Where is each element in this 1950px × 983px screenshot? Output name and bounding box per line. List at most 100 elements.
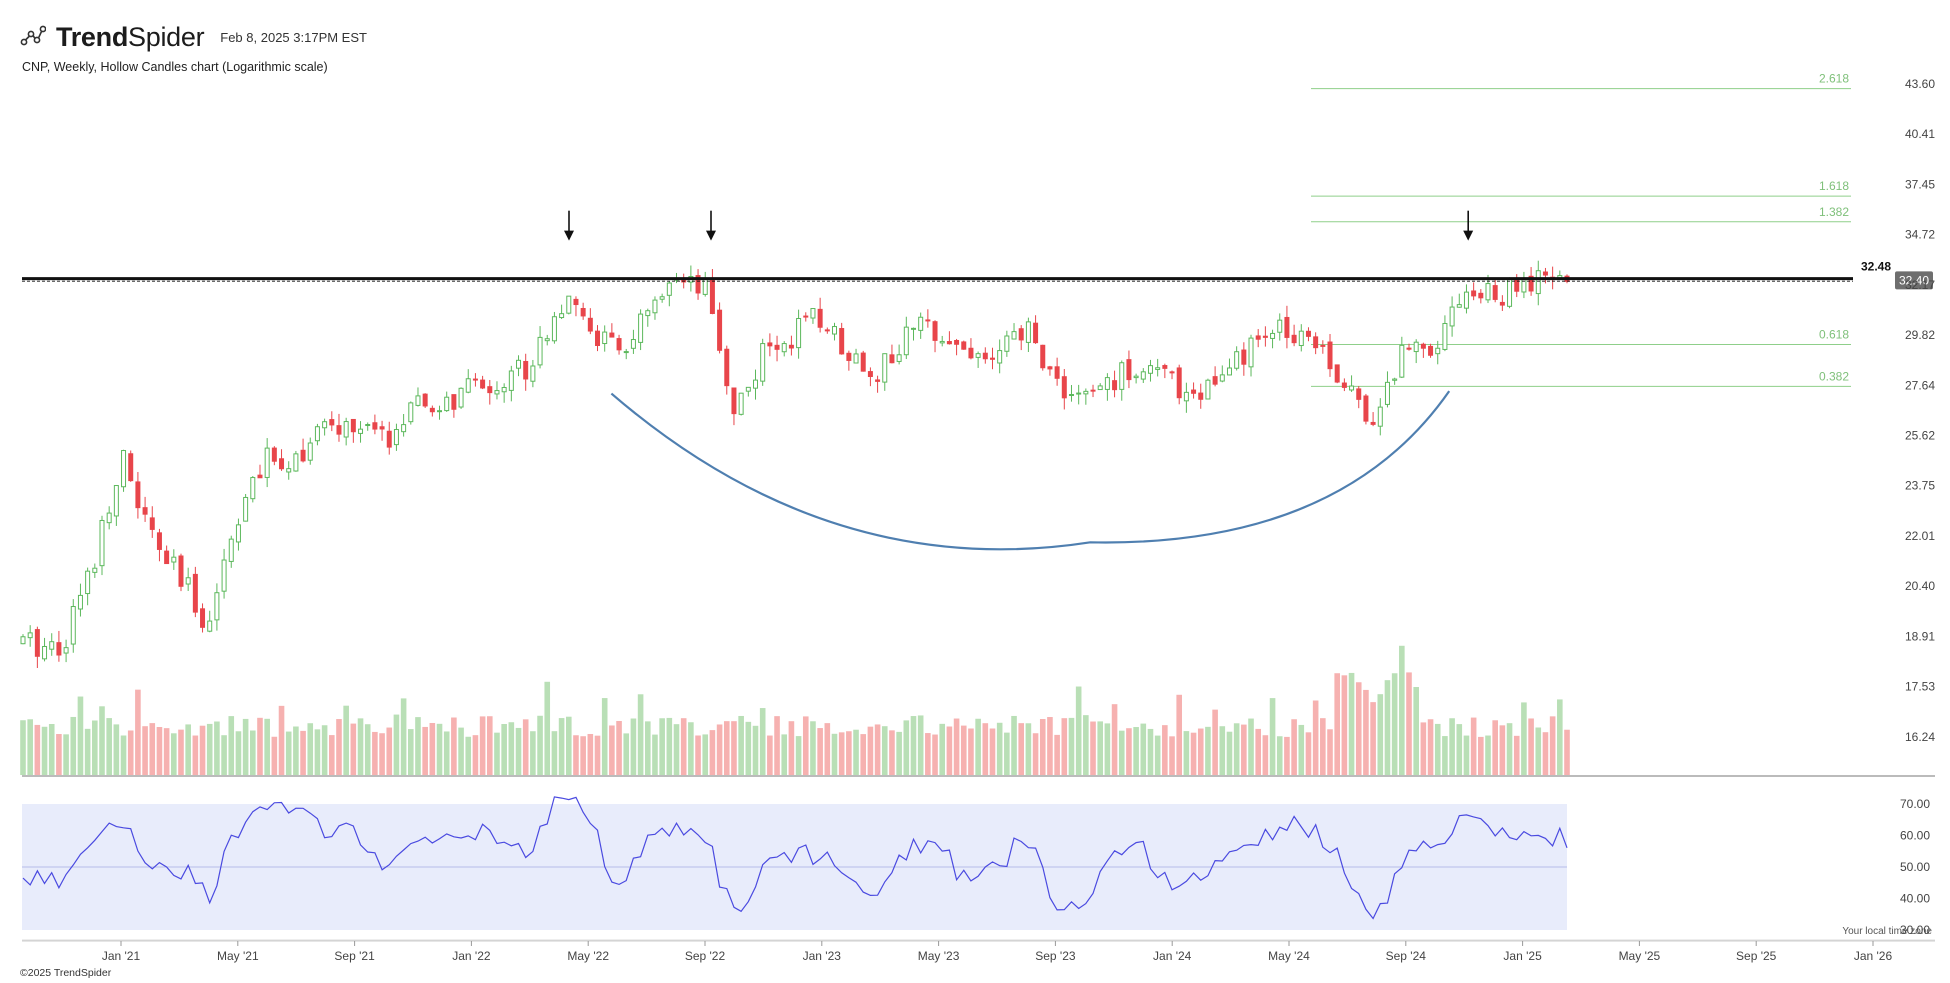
volume-bar: [544, 681, 551, 775]
candle-up: [228, 538, 234, 562]
candle-up: [508, 370, 514, 391]
volume-bar: [601, 698, 608, 775]
candle-up: [63, 647, 69, 654]
candle-down: [487, 386, 493, 394]
candle-down: [178, 555, 184, 587]
volume-bar: [436, 723, 443, 775]
candle-down: [149, 517, 155, 530]
candle-up: [494, 390, 500, 395]
candle-down: [429, 407, 435, 413]
volume-bar: [1528, 718, 1534, 775]
volume-bar: [1097, 721, 1104, 775]
candle-down: [1176, 367, 1182, 399]
candle-up: [559, 313, 565, 319]
fib-label-1-382: 1.382: [1819, 205, 1849, 219]
rsi-tick-label: 70.00: [1900, 797, 1930, 811]
candle-up: [185, 577, 191, 585]
candle-up: [501, 387, 507, 393]
volume-bar: [185, 724, 191, 775]
candle-up: [645, 310, 651, 317]
candle-up: [1076, 392, 1082, 395]
volume-bar: [479, 716, 486, 775]
candle-up: [1535, 270, 1541, 295]
candle-up: [85, 570, 91, 595]
price-tick-label: 23.75: [1905, 479, 1935, 493]
volume-bar: [1327, 729, 1333, 775]
volume-bar: [163, 728, 170, 775]
candle-down: [257, 474, 263, 479]
candle-up: [1183, 391, 1189, 402]
timezone-note: Your local time zone: [1842, 926, 1932, 937]
candle-down: [1054, 366, 1060, 379]
volume-bar: [824, 723, 831, 775]
candle-up: [1349, 385, 1355, 391]
x-tick-label: May '25: [1619, 949, 1661, 963]
volume-bar: [1090, 721, 1096, 775]
candle-down: [961, 341, 967, 350]
volume-bar: [1478, 736, 1484, 775]
x-axis: Jan '21 May '21 Sep '21 Jan '22 May '22 Sep '…: [22, 940, 1935, 963]
volume-bar: [1334, 673, 1340, 775]
candle-down: [1542, 271, 1548, 276]
volume-bar: [1463, 735, 1470, 775]
candle-up: [1140, 371, 1146, 380]
x-tick-label: Jan '23: [803, 949, 842, 963]
candle-down: [523, 360, 529, 380]
volume-bar: [192, 735, 199, 775]
volume-bar: [1291, 719, 1297, 775]
price-panel: 2.618 1.618 1.382 0.618 0.382 32.48 32.40 16.24…: [20, 72, 1935, 744]
volume-bar: [580, 736, 586, 775]
volume-bar: [738, 715, 744, 775]
volume-bar: [1241, 724, 1247, 775]
candle-down: [860, 352, 866, 372]
volume-bar: [1248, 718, 1254, 775]
volume-bar: [329, 735, 335, 775]
volume-bar: [1233, 723, 1240, 775]
candle-down: [200, 608, 206, 628]
candle-up: [810, 308, 816, 319]
candle-down: [329, 419, 335, 426]
rounded-bottom-arc: [610, 390, 1451, 551]
candle-up: [1270, 332, 1276, 339]
volume-bar: [70, 716, 77, 775]
volume-bar: [565, 716, 572, 775]
candle-down: [135, 481, 141, 509]
candle-down: [1305, 330, 1311, 337]
volume-bar: [939, 723, 946, 775]
candle-down: [422, 393, 428, 407]
x-tick-label: May '24: [1268, 949, 1310, 963]
candle-down: [1471, 290, 1477, 297]
volume-bar: [838, 732, 845, 775]
candle-down: [946, 341, 952, 345]
candle-up: [1442, 322, 1448, 350]
volume-bar: [422, 726, 428, 775]
candle-down: [695, 275, 701, 294]
candle-down: [1428, 345, 1434, 356]
volume-bar: [817, 728, 823, 775]
candle-down: [788, 344, 794, 349]
candle-down: [817, 308, 823, 328]
volume-bar: [853, 729, 859, 775]
candle-up: [1068, 394, 1074, 397]
candle-down: [982, 352, 988, 360]
candle-down: [379, 426, 385, 430]
fib-label-0-618: 0.618: [1819, 328, 1849, 342]
volume-bar: [960, 725, 967, 775]
volume-bar: [1363, 689, 1369, 775]
volume-bar: [781, 734, 788, 775]
volume-bar: [1549, 716, 1556, 775]
candle-up: [314, 426, 320, 442]
candle-up: [322, 421, 328, 429]
candle-up: [975, 353, 981, 358]
candle-down: [867, 371, 873, 377]
volume-bar: [415, 717, 421, 775]
volume-bar: [127, 730, 134, 775]
candle-down: [336, 425, 342, 435]
price-tick-label: 25.62: [1905, 429, 1935, 443]
candle-up: [753, 379, 759, 389]
volume-bar: [666, 717, 673, 775]
candle-up: [781, 343, 787, 353]
candle-down: [386, 430, 392, 448]
volume-bar: [903, 720, 910, 775]
